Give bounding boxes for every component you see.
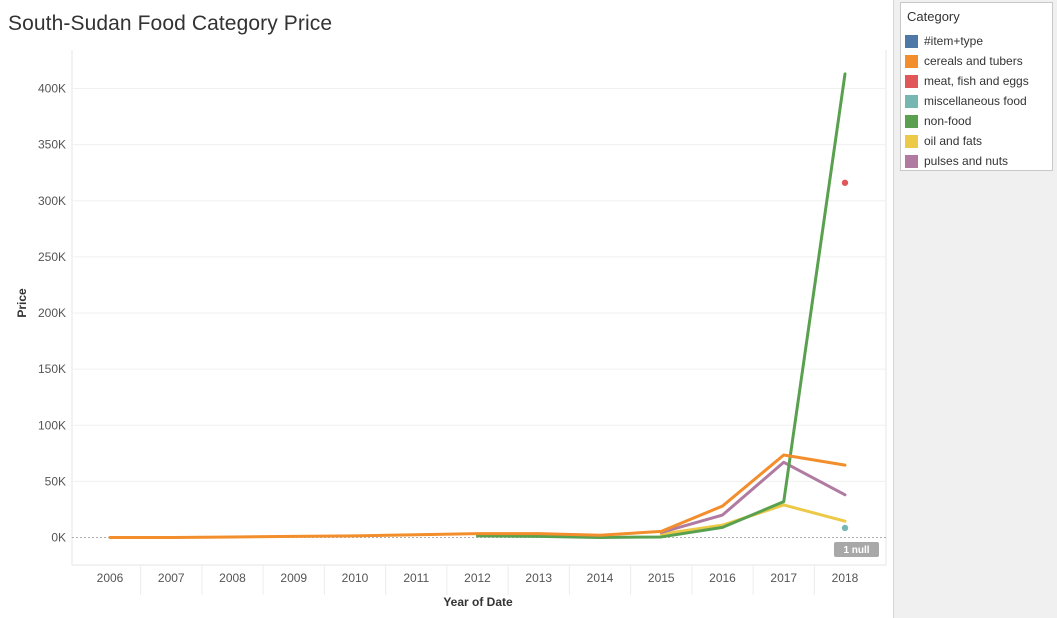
legend-label: pulses and nuts bbox=[924, 154, 1009, 168]
x-tick-label: 2007 bbox=[158, 571, 185, 585]
x-tick-label: 2012 bbox=[464, 571, 491, 585]
x-tick-label: 2009 bbox=[280, 571, 307, 585]
legend-label: oil and fats bbox=[924, 134, 983, 148]
series-point-meat-fish-and-eggs[interactable] bbox=[841, 179, 849, 186]
y-axis: 0K 50K 100K 150K 200K 250K 300K 350K 400K bbox=[38, 82, 66, 545]
x-tick-label: 2017 bbox=[770, 571, 797, 585]
null-indicator[interactable]: 1 null bbox=[834, 542, 879, 557]
x-tick-label: 2008 bbox=[219, 571, 246, 585]
y-tick-label: 200K bbox=[38, 306, 66, 320]
legend-item-cereals-and-tubers[interactable]: cereals and tubers bbox=[904, 51, 1052, 71]
x-tick-label: 2015 bbox=[648, 571, 675, 585]
x-tick-label: 2013 bbox=[525, 571, 552, 585]
series-point-miscellaneous-food[interactable] bbox=[841, 524, 849, 532]
y-tick-label: 100K bbox=[38, 418, 66, 432]
legend-item-meat-fish-and-eggs[interactable]: meat, fish and eggs bbox=[904, 71, 1052, 91]
x-axis: 2006 2007 2008 2009 2010 2011 2012 2013 2014 2015… bbox=[97, 571, 859, 585]
legend-item-item-type[interactable]: #item+type bbox=[904, 31, 1052, 51]
series-line-cereals-and-tubers[interactable] bbox=[108, 453, 847, 539]
series-line-non-food[interactable] bbox=[476, 72, 847, 539]
legend-item-pulses-and-nuts[interactable]: pulses and nuts bbox=[904, 151, 1052, 171]
legend-swatch bbox=[905, 154, 918, 168]
y-tick-label: 0K bbox=[51, 531, 66, 545]
legend-swatch bbox=[905, 114, 918, 128]
y-tick-label: 400K bbox=[38, 82, 66, 96]
legend-label: miscellaneous food bbox=[924, 94, 1027, 108]
legend-item-non-food[interactable]: non-food bbox=[904, 111, 1052, 131]
legend-label: meat, fish and eggs bbox=[924, 74, 1029, 88]
null-indicator-label: 1 null bbox=[843, 545, 869, 556]
legend-swatch bbox=[905, 134, 918, 148]
y-tick-label: 300K bbox=[38, 194, 66, 208]
x-tick-label: 2016 bbox=[709, 571, 736, 585]
x-tick-label: 2006 bbox=[97, 571, 124, 585]
legend-label: #item+type bbox=[924, 34, 984, 48]
legend-title: Category bbox=[907, 9, 960, 24]
x-axis-title: Year of Date bbox=[443, 595, 513, 609]
x-tick-label: 2018 bbox=[832, 571, 859, 585]
legend-item-miscellaneous-food[interactable]: miscellaneous food bbox=[904, 91, 1052, 111]
legend-swatch bbox=[905, 54, 918, 68]
legend-label: non-food bbox=[924, 114, 972, 128]
y-tick-label: 350K bbox=[38, 138, 66, 152]
legend-label: cereals and tubers bbox=[924, 54, 1023, 68]
y-axis-title: Price bbox=[15, 288, 29, 318]
y-tick-label: 250K bbox=[38, 250, 66, 264]
x-tick-label: 2014 bbox=[587, 571, 614, 585]
x-tick-label: 2010 bbox=[342, 571, 369, 585]
legend-swatch bbox=[905, 34, 918, 48]
y-tick-label: 50K bbox=[45, 474, 66, 488]
legend: Category #item+type cereals and tubers mea… bbox=[900, 2, 1053, 171]
legend-item-oil-and-fats[interactable]: oil and fats bbox=[904, 131, 1052, 151]
y-tick-label: 150K bbox=[38, 362, 66, 376]
series-lines bbox=[108, 72, 849, 539]
gridlines bbox=[71, 50, 887, 595]
series-line-pulses-and-nuts[interactable] bbox=[659, 460, 847, 534]
chart-title: South-Sudan Food Category Price bbox=[8, 12, 333, 35]
x-tick-label: 2011 bbox=[403, 571, 429, 585]
legend-swatch bbox=[905, 74, 918, 88]
legend-swatch bbox=[905, 94, 918, 108]
